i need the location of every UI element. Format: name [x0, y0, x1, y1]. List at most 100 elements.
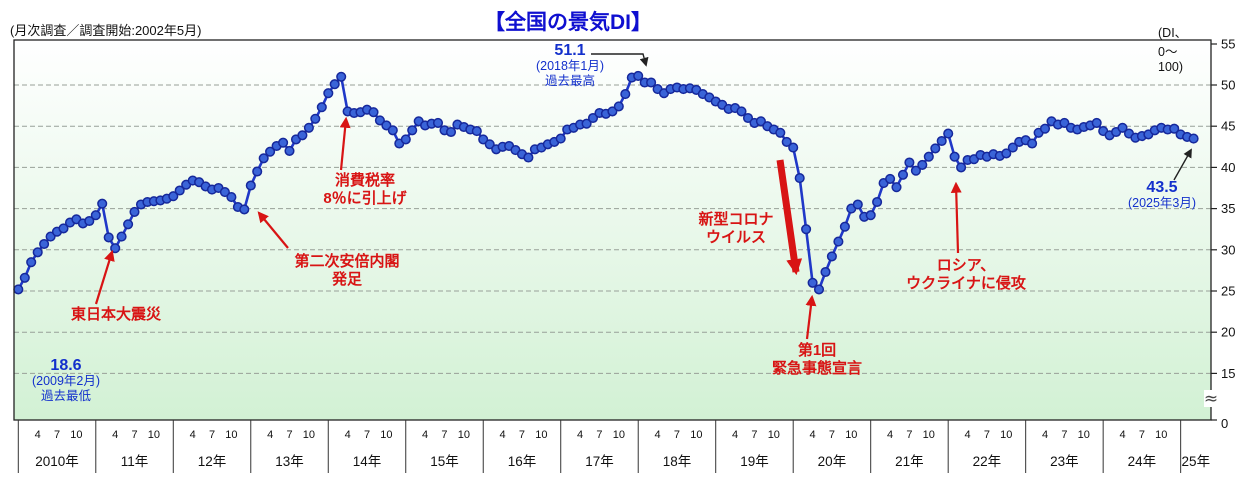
data-point-marker — [1027, 138, 1038, 149]
month-tick-label: 7 — [54, 429, 60, 441]
data-point-marker — [32, 247, 43, 258]
month-tick-label: 7 — [209, 429, 215, 441]
data-point-marker — [239, 204, 250, 215]
data-point-marker — [103, 232, 114, 243]
data-point-marker — [613, 101, 624, 112]
data-point-marker — [891, 182, 902, 193]
data-point-marker — [116, 231, 127, 242]
data-point-marker — [310, 113, 321, 124]
data-point-marker — [865, 210, 876, 221]
month-tick-label: 10 — [768, 429, 780, 441]
data-point-marker — [303, 122, 314, 133]
y-tick-label: 0 — [1221, 416, 1228, 431]
record-low-date: (2009年2月) — [31, 374, 101, 388]
data-point-marker — [278, 137, 289, 148]
data-point-marker — [84, 215, 95, 227]
di-range-note: (DI、0〜100) — [1158, 26, 1188, 74]
data-point-marker — [26, 257, 37, 268]
annotation-covid19: 新型コロナ ウイルス — [698, 211, 773, 247]
data-point-marker — [381, 120, 392, 131]
month-tick-label: 10 — [303, 429, 315, 441]
year-label: 19年 — [740, 454, 769, 469]
data-point-marker — [956, 162, 967, 173]
data-point-marker — [781, 136, 792, 147]
data-point-marker — [646, 77, 657, 88]
month-tick-label: 7 — [519, 429, 525, 441]
data-point-marker — [949, 151, 960, 162]
data-point-marker — [801, 224, 812, 235]
plot-border — [13, 39, 1212, 421]
data-point-marker — [1007, 142, 1018, 153]
annotation-record-high: 51.1 (2018年1月) 過去最高 — [536, 43, 604, 88]
y-tick-label: 15 — [1221, 366, 1235, 381]
data-point-marker — [297, 130, 308, 141]
data-point-marker — [329, 79, 340, 90]
month-tick-label: 7 — [751, 429, 757, 441]
data-point-marker — [742, 112, 754, 124]
data-point-marker — [258, 153, 269, 164]
data-point-marker — [13, 284, 24, 295]
data-point-marker — [794, 173, 805, 184]
data-point-marker — [633, 70, 644, 81]
data-point-marker — [620, 89, 631, 100]
data-point-marker — [1117, 122, 1128, 133]
data-point-marker — [1059, 117, 1070, 128]
data-point-marker — [910, 165, 921, 176]
data-point-marker — [1188, 133, 1199, 144]
connector-record-high — [591, 53, 649, 67]
month-tick-label: 10 — [690, 429, 702, 441]
year-label: 21年 — [895, 454, 924, 469]
data-point-marker — [323, 88, 334, 99]
data-point-marker — [252, 166, 263, 177]
month-tick-label: 4 — [422, 429, 428, 441]
annotation-record-low: 18.6 (2009年2月) 過去最低 — [32, 358, 100, 403]
month-tick-label: 10 — [613, 429, 625, 441]
axis-break-symbol: ≈ — [1204, 389, 1218, 409]
annotation-line: ロシア、 — [936, 257, 996, 274]
month-tick-label: 7 — [286, 429, 292, 441]
annotation-line: ウクライナに侵攻 — [906, 275, 1026, 292]
arrow-emergency — [805, 294, 817, 340]
month-tick-label: 4 — [887, 429, 893, 441]
month-tick-label: 7 — [1061, 429, 1067, 441]
data-point-marker — [555, 133, 566, 144]
year-label: 16年 — [508, 454, 537, 469]
month-tick-label: 4 — [655, 429, 661, 441]
annotation-line: 緊急事態宣言 — [771, 360, 863, 377]
month-tick-label: 4 — [732, 429, 738, 441]
annotation-line: 東日本大震災 — [70, 306, 162, 323]
month-tick-label: 10 — [1155, 429, 1167, 441]
month-tick-label: 7 — [131, 429, 137, 441]
data-point-marker — [930, 143, 941, 154]
month-tick-label: 7 — [364, 429, 370, 441]
data-point-marker — [813, 284, 825, 295]
year-label: 22年 — [973, 454, 1002, 469]
data-point-marker — [607, 106, 618, 117]
record-connectors — [591, 53, 1192, 181]
data-point-marker — [58, 223, 69, 234]
data-point-marker — [1169, 123, 1180, 134]
data-point-marker — [110, 243, 121, 254]
month-tick-label: 4 — [964, 429, 970, 441]
data-point-marker — [471, 126, 482, 137]
month-tick-label: 10 — [1078, 429, 1090, 441]
arrow-russia — [950, 181, 962, 254]
data-point-marker — [943, 128, 954, 139]
annotation-tax-hike-8pct: 消費税率 8％に引上げ — [323, 172, 406, 208]
month-tick-label: 10 — [148, 429, 160, 441]
month-tick-label: 7 — [596, 429, 602, 441]
month-tick-label: 4 — [35, 429, 41, 441]
month-tick-label: 7 — [984, 429, 990, 441]
data-point-marker — [1091, 117, 1102, 128]
annotation-line: 発足 — [331, 271, 363, 288]
annotation-line: 消費税率 — [334, 172, 395, 189]
year-label: 25年 — [1182, 454, 1211, 469]
year-label: 18年 — [663, 454, 692, 469]
page-title: 【全国の景気DI】 — [484, 11, 652, 34]
axis-break-mask — [1204, 390, 1218, 407]
year-label: 12年 — [198, 454, 227, 469]
year-label: 2010年 — [35, 454, 79, 469]
data-point-marker — [368, 107, 379, 118]
data-point-marker — [872, 196, 883, 208]
data-point-marker — [168, 191, 179, 202]
